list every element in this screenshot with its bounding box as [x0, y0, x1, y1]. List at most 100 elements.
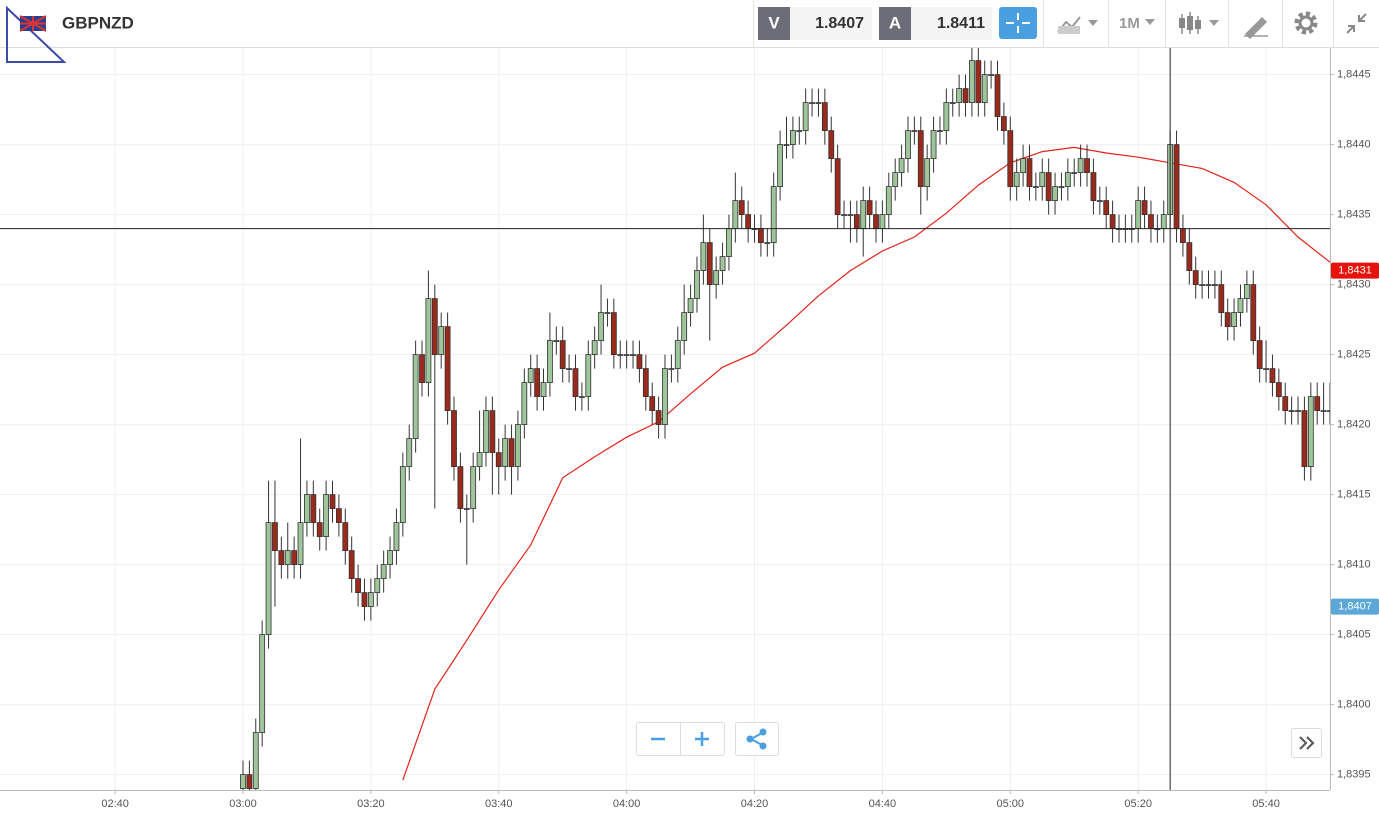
candle-body: [1314, 396, 1321, 412]
candle-body: [834, 158, 841, 216]
candle-body: [726, 228, 732, 258]
candle-body: [1007, 130, 1014, 188]
candle-body: [272, 522, 278, 551]
collapse-button[interactable]: [1346, 13, 1367, 34]
candle-body: [847, 214, 854, 217]
candle-body: [425, 298, 432, 384]
candle-body: [240, 774, 246, 789]
candle-body: [917, 130, 924, 188]
candle-body: [962, 88, 969, 103]
candle-body: [924, 158, 931, 188]
candle-body: [323, 494, 330, 538]
candle-type-button[interactable]: [1179, 12, 1219, 34]
candle-body: [457, 466, 464, 510]
x-tick-label: 05:40: [1252, 798, 1280, 810]
candle-body: [662, 368, 668, 426]
candle-body: [1275, 382, 1282, 398]
candle-body: [438, 326, 445, 356]
flag-cross: [19, 15, 47, 32]
candle-body: [559, 340, 566, 370]
y-tick-label: 1,8430: [1337, 279, 1371, 291]
candle-body: [1307, 396, 1314, 468]
ask-button[interactable]: A 1.8411: [879, 7, 992, 40]
candle-body: [393, 522, 400, 551]
share-dot: [759, 728, 767, 736]
x-tick-label: 05:20: [1124, 798, 1152, 810]
candle-body: [1020, 158, 1026, 174]
candle-body: [1180, 228, 1186, 244]
candle-body: [1160, 214, 1167, 230]
candle-body: [873, 214, 879, 230]
price-marker: [1331, 598, 1379, 615]
price-marker-label: 1,8407: [1338, 601, 1372, 613]
candle-body: [335, 508, 342, 524]
candle-body: [949, 102, 956, 104]
candle-body: [892, 172, 899, 188]
candle-body: [1058, 186, 1065, 189]
candle-body: [649, 396, 656, 412]
share-button[interactable]: [735, 722, 779, 756]
x-tick-label: 05:00: [997, 798, 1025, 810]
gear-teeth: [1294, 11, 1318, 35]
timeframe-button[interactable]: 1M: [1119, 15, 1155, 32]
candle-body: [540, 382, 547, 398]
candle-body: [1096, 200, 1103, 203]
candle-body: [623, 354, 630, 357]
candle-body: [796, 130, 803, 133]
candle-body: [1064, 172, 1071, 188]
caret: [1145, 19, 1155, 25]
candle-body: [547, 340, 553, 384]
share-dot: [746, 735, 754, 743]
crosshair-button[interactable]: [999, 7, 1037, 39]
candle-body: [515, 424, 521, 468]
candle-body: [527, 368, 534, 384]
candle-body: [304, 494, 310, 524]
candle-body: [572, 368, 579, 398]
candle-body: [374, 578, 381, 593]
candle-body: [489, 410, 496, 454]
candle-body: [1071, 172, 1078, 175]
candle-body: [278, 550, 285, 565]
candle-body: [470, 466, 477, 510]
zoom-controls: [636, 722, 1322, 758]
candle-body: [898, 158, 905, 174]
candle-body: [444, 326, 451, 412]
candle-body: [668, 368, 675, 371]
candle-body: [1301, 410, 1308, 468]
candle-body: [604, 312, 611, 315]
zoom-in-button[interactable]: [695, 732, 709, 746]
candle-body: [841, 214, 847, 217]
candle-body: [1231, 312, 1237, 328]
candle-body: [732, 200, 739, 230]
candle-body: [380, 564, 387, 579]
bid-button[interactable]: V 1.8407: [758, 7, 872, 40]
candle-body: [1256, 340, 1263, 370]
candle-body: [508, 438, 515, 468]
y-tick-label: 1,8435: [1337, 209, 1371, 221]
candle-body: [361, 592, 368, 607]
y-tick-label: 1,8410: [1337, 559, 1371, 571]
candle-body: [905, 130, 911, 160]
ask-price: 1.8411: [937, 15, 985, 32]
candle-body: [674, 340, 681, 370]
crosshair-button-bg: [999, 7, 1037, 39]
ask-label: A: [889, 13, 901, 32]
candle-body: [828, 130, 835, 160]
candle-body: [866, 200, 873, 216]
x-tick-label: 03:20: [357, 798, 385, 810]
candle-body: [700, 242, 707, 272]
collapse-icon: [1346, 13, 1367, 34]
candle-body: [1192, 270, 1199, 286]
candle-body: [802, 102, 809, 131]
candle-body: [617, 354, 624, 357]
chart-style-button[interactable]: [1057, 16, 1098, 34]
ask-label-box: [879, 7, 911, 40]
candle-body: [1013, 172, 1020, 188]
candle-body: [694, 270, 700, 300]
settings-button[interactable]: [1294, 11, 1318, 35]
candle-body: [406, 438, 413, 468]
candle-body: [719, 256, 726, 272]
candle-body: [316, 522, 323, 537]
draw-button[interactable]: [1244, 16, 1268, 40]
